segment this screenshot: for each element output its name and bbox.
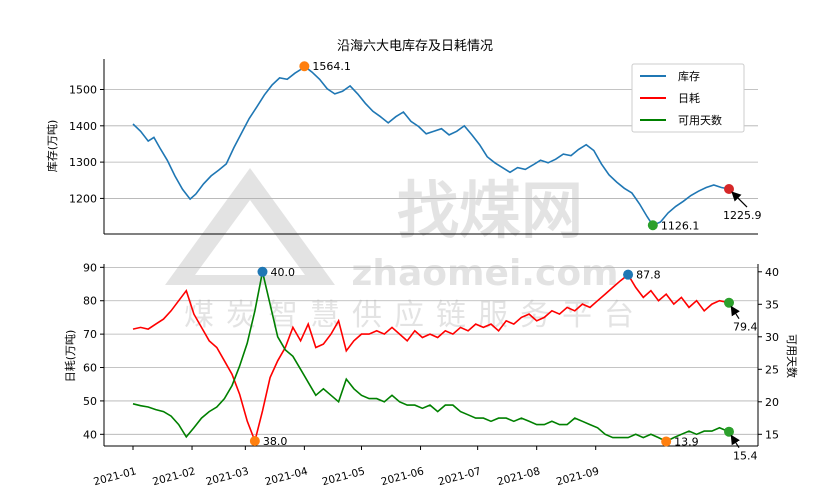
bottom-annotation-label: 87.8 <box>636 269 661 282</box>
x-ticks: 2021-01 2021-02 2021-03 2021-04 2021-05 2021-… <box>92 446 600 488</box>
top-annotation-marker <box>724 184 734 195</box>
bottom-annotation-label: 13.9 <box>674 435 699 448</box>
bottom-y-tick-label-right: 25 <box>765 363 779 376</box>
x-tick-label: 2021-04 <box>264 465 310 488</box>
bottom-y-tick-label-left: 60 <box>83 362 97 375</box>
legend: 库存 日耗 可用天数 <box>631 63 745 133</box>
bottom-y-tick-label-right: 35 <box>765 298 779 311</box>
bottom-annotation-arrow <box>730 305 740 320</box>
x-tick-label: 2021-08 <box>496 465 541 488</box>
bottom-y-tick-label-right: 30 <box>765 331 779 344</box>
top-y-tick-label: 1300 <box>69 156 97 169</box>
watermark-url: zhaomei.com <box>351 253 618 294</box>
legend-label-inventory: 库存 <box>678 69 700 83</box>
x-tick-label: 2021-01 <box>92 465 137 488</box>
bottom-annotation-marker <box>724 426 734 437</box>
bottom-annotation-marker <box>249 435 260 446</box>
chart-title: 沿海六大电库存及日耗情况 <box>337 38 493 54</box>
bottom-y-ticks-right: 15 20 25 30 35 40 <box>758 266 779 441</box>
x-tick-label: 2021-07 <box>437 465 482 488</box>
legend-label-days: 可用天数 <box>678 114 722 127</box>
top-annotation-marker <box>299 61 310 72</box>
bottom-gridlines <box>104 266 758 435</box>
inventory-line <box>132 65 730 227</box>
top-y-label: 库存(万吨) <box>45 120 59 173</box>
bottom-annotations: 40.0 38.0 87.8 13.9 79.4 15.4 <box>249 266 758 463</box>
bottom-y-label-left: 日耗(万吨) <box>64 330 77 383</box>
watermark-logo-icon <box>165 168 335 285</box>
watermark-logo-text: 找煤网 <box>397 174 583 247</box>
top-annotation-label: 1126.1 <box>661 219 700 232</box>
x-tick-label: 2021-03 <box>205 465 250 488</box>
bottom-y-tick-label-left: 90 <box>83 261 97 274</box>
watermark: 找煤网 zhaomei.com 煤炭智慧供应链服务平台 <box>165 168 646 333</box>
bottom-y-tick-label-left: 80 <box>83 295 97 308</box>
bottom-annotation-label: 15.4 <box>733 450 758 463</box>
top-annotation-marker <box>647 220 658 231</box>
top-annotation-arrow <box>731 191 748 208</box>
bottom-y-tick-label-left: 40 <box>83 428 97 441</box>
bottom-y-label-right: 可用天数 <box>785 334 798 378</box>
top-y-tick-label: 1200 <box>69 192 97 205</box>
bottom-y-tick-label-left: 50 <box>83 395 97 408</box>
bottom-panel: 40 50 60 70 80 90 15 20 25 30 35 40 日耗(万吨) 可用天数 40… <box>64 261 798 488</box>
x-tick-label: 2021-05 <box>321 465 366 488</box>
bottom-annotation-label: 38.0 <box>263 435 288 448</box>
bottom-annotation-marker <box>623 269 634 280</box>
bottom-y-tick-label-right: 15 <box>765 428 779 441</box>
bottom-annotation-marker <box>724 297 734 308</box>
x-tick-label: 2021-09 <box>555 465 600 488</box>
bottom-y-tick-label-right: 40 <box>765 266 779 279</box>
bottom-annotation-arrow <box>730 434 740 449</box>
bottom-annotation-label: 40.0 <box>270 266 295 279</box>
bottom-y-tick-label-right: 20 <box>765 396 779 409</box>
top-panel: 1200 1300 1400 1500 库存(万吨) 1564.1 1126.1 1225… <box>45 59 762 235</box>
x-tick-label: 2021-02 <box>151 465 196 488</box>
bottom-annotation-marker <box>661 436 672 447</box>
top-y-ticks: 1200 1300 1400 1500 <box>69 83 104 205</box>
top-annotation-label: 1225.9 <box>723 209 762 222</box>
top-y-tick-label: 1400 <box>69 120 97 133</box>
bottom-y-ticks-left: 40 50 60 70 80 90 <box>83 261 104 441</box>
available-days-line <box>132 271 730 443</box>
top-annotation-label: 1564.1 <box>312 60 351 73</box>
watermark-slogan: 煤炭智慧供应链服务平台 <box>184 298 646 333</box>
top-annotations: 1564.1 1126.1 1225.9 <box>299 60 762 232</box>
bottom-y-tick-label-left: 70 <box>83 328 97 341</box>
top-y-tick-label: 1500 <box>69 83 97 96</box>
x-tick-label: 2021-06 <box>380 465 426 488</box>
bottom-annotation-label: 79.4 <box>733 321 758 334</box>
bottom-annotation-marker <box>257 266 268 277</box>
legend-label-daily: 日耗 <box>678 92 700 105</box>
